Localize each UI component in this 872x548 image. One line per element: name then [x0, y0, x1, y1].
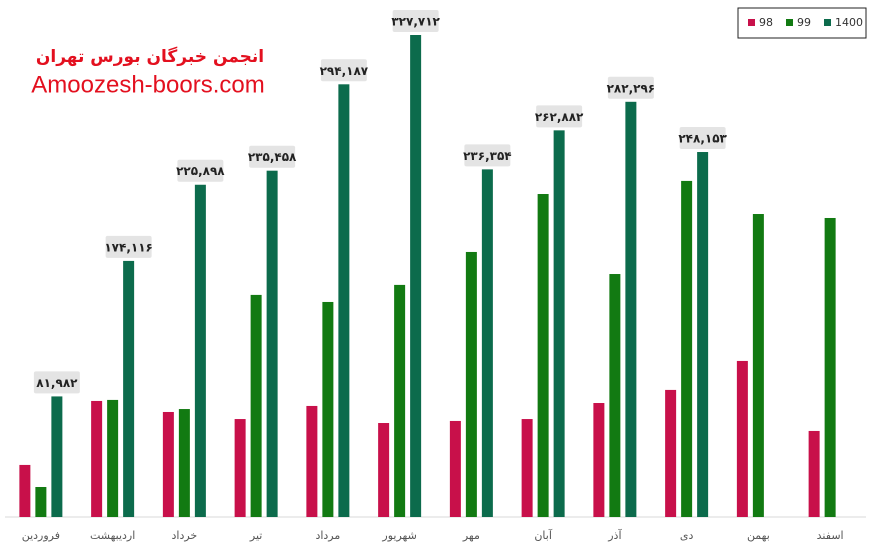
bar: [306, 405, 318, 517]
x-tick-label: آبان: [534, 528, 552, 542]
bar: [123, 260, 135, 517]
legend-label: 99: [797, 16, 811, 29]
x-tick-label: دی: [680, 529, 694, 542]
bar: [51, 396, 63, 517]
x-tick-label: مرداد: [315, 529, 340, 542]
value-label-box: [33, 371, 80, 394]
legend-label: 1400: [835, 16, 863, 29]
bar: [338, 84, 350, 518]
value-label-box: [392, 10, 439, 32]
legend-swatch: [786, 19, 793, 26]
value-label: ۲۳۵,۴۵۸: [248, 150, 297, 164]
bar: [681, 180, 693, 517]
bar: [625, 101, 637, 517]
bar: [481, 169, 493, 517]
value-label-box: [679, 127, 726, 150]
bar: [394, 284, 406, 517]
x-tick-label: اردیبهشت: [90, 529, 135, 542]
x-tick-label: خرداد: [172, 529, 198, 542]
legend-swatch: [824, 19, 831, 26]
bar: [736, 360, 748, 517]
bar: [593, 403, 605, 517]
bar: [521, 419, 533, 517]
x-tick-label: تیر: [249, 529, 262, 542]
value-label-box: [177, 159, 224, 182]
bar: [19, 464, 31, 517]
bar: [322, 301, 334, 517]
bar: [194, 184, 206, 517]
legend-box: [737, 7, 867, 39]
value-label-box: [320, 59, 367, 82]
value-label: ۲۲۵,۸۹۸: [176, 164, 225, 178]
x-tick-label: شهریور: [381, 529, 416, 542]
bar: [234, 419, 246, 517]
bar: [162, 411, 174, 517]
bar: [697, 152, 709, 517]
value-label-box: [464, 144, 511, 167]
watermark-url: Amoozesh-boors.com: [31, 71, 264, 98]
legend-label: 98: [759, 16, 773, 29]
bar: [410, 35, 422, 517]
value-label-box: [105, 235, 152, 258]
x-tick-label: فروردین: [22, 529, 60, 542]
bar: [465, 251, 477, 517]
x-tick-label: مهر: [462, 529, 480, 542]
x-tick-label: اسفند: [817, 529, 844, 542]
watermark-title: انجمن خبرگان بورس تهران: [36, 46, 264, 67]
legend-swatch: [748, 19, 755, 26]
bar: [91, 400, 103, 517]
value-label: ۲۴۸,۱۵۳: [678, 132, 727, 146]
bar: [665, 389, 677, 517]
value-label: ۲۶۲,۸۸۲: [535, 110, 584, 124]
value-label-box: [536, 105, 583, 128]
bar: [609, 274, 621, 517]
value-label-box: [607, 76, 654, 99]
value-label: ۲۳۶,۳۵۴: [463, 149, 512, 163]
value-label: ۸۱,۹۸۲: [36, 376, 78, 390]
bar: [808, 430, 820, 517]
bar: [178, 409, 190, 517]
bar: [107, 399, 119, 517]
value-label: ۱۷۴,۱۱۶: [104, 240, 153, 254]
value-label: ۲۸۲,۲۹۶: [607, 81, 656, 95]
bar: [266, 170, 278, 518]
bar: [553, 130, 565, 517]
bar: [35, 486, 47, 517]
bar: [752, 214, 764, 517]
legend: 98 99 1400: [737, 7, 867, 39]
bar: [824, 217, 836, 517]
x-tick-label: بهمن: [747, 529, 770, 542]
bar: [449, 420, 461, 517]
bar: [378, 423, 390, 517]
x-tick-label: آذر: [607, 528, 622, 542]
value-label: ۲۹۴,۱۸۷: [320, 64, 369, 78]
value-label: ۳۲۷,۷۱۲: [391, 15, 440, 29]
value-label-box: [249, 145, 296, 168]
bar: [537, 194, 549, 517]
bar: [250, 294, 262, 517]
